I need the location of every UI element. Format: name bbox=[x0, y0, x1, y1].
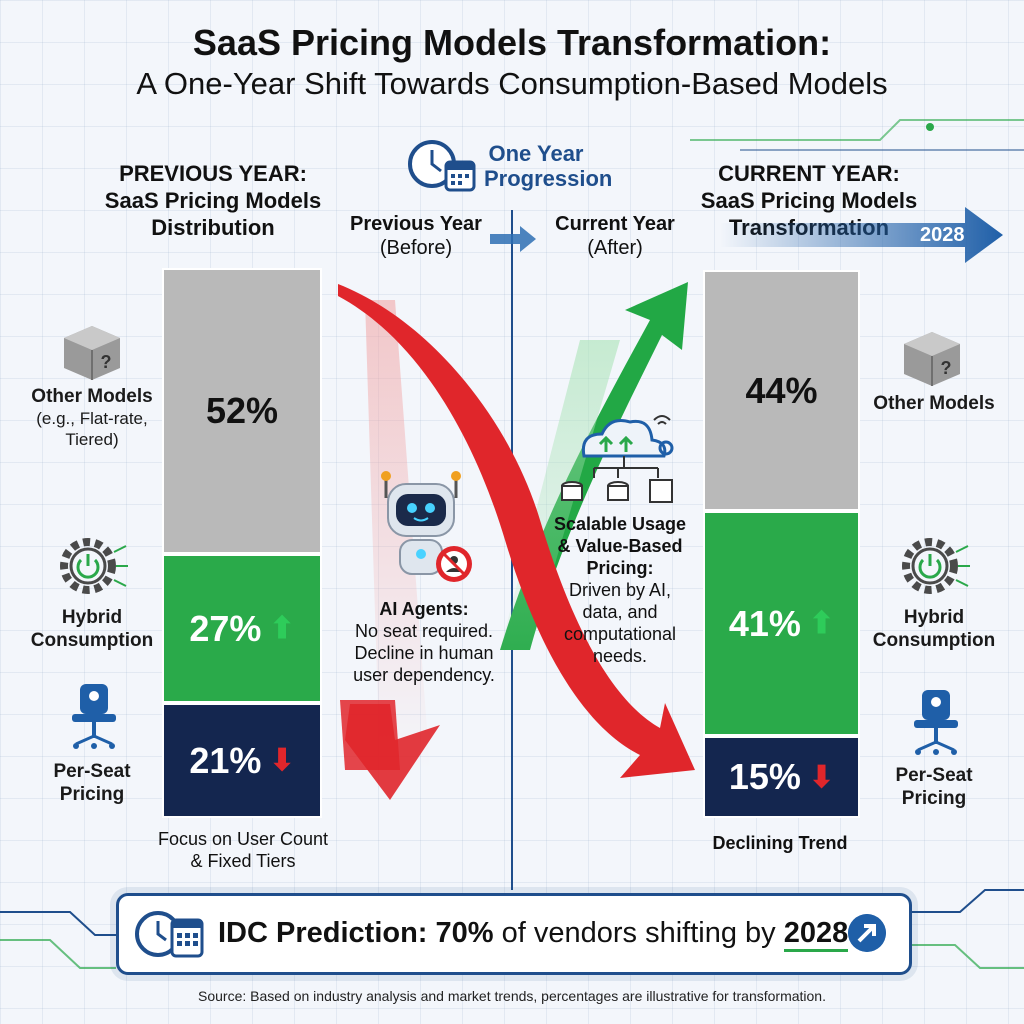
other-cur-label: Other Models bbox=[873, 393, 995, 414]
current-footer: Declining Trend bbox=[712, 833, 848, 853]
previous-col-label-main: Previous Year bbox=[350, 213, 482, 235]
previous-col-label: Previous Year (Before) bbox=[340, 212, 492, 260]
source-note: Source: Based on industry analysis and m… bbox=[198, 988, 826, 1004]
bar-value-label: 21% bbox=[189, 739, 262, 781]
bar-value-label: 15% bbox=[728, 756, 801, 797]
trend-down-icon: ⬇ bbox=[808, 760, 835, 794]
year-arrow-badge bbox=[720, 207, 1003, 263]
scalable-line-1: Driven by AI, bbox=[568, 580, 672, 600]
other-prev-label: Other Models (e.g., Flat-rate, Tiered) bbox=[16, 385, 168, 450]
seat-prev-line-1: Per-Seat bbox=[53, 761, 131, 782]
banner-text: IDC Prediction: 70% of vendors shifting … bbox=[218, 917, 849, 952]
previous-heading-line-1: PREVIOUS YEAR: bbox=[119, 161, 307, 186]
previous-col-label-sub: (Before) bbox=[379, 237, 453, 259]
banner-value: 70% bbox=[435, 917, 494, 949]
banner-body: of vendors shifting by bbox=[501, 917, 776, 949]
seat-cur-label: Per-Seat Pricing bbox=[862, 764, 1006, 810]
progress-arrow-icon bbox=[490, 226, 536, 252]
power-gear-icon bbox=[902, 538, 970, 594]
page-subtitle: A One-Year Shift Towards Consumption-Bas… bbox=[136, 66, 888, 101]
hybrid-cur-line-1: Hybrid bbox=[903, 607, 965, 628]
trend-up-icon: ⬆ bbox=[808, 607, 835, 640]
ai-note-line-2: Decline in human bbox=[354, 643, 494, 663]
ai-note-title: AI Agents: bbox=[379, 599, 469, 619]
seat-cur-line-2: Pricing bbox=[901, 788, 967, 809]
hybrid-prev-line-2: Consumption bbox=[30, 630, 154, 651]
seat-cur-line-1: Per-Seat bbox=[895, 765, 973, 786]
current-col-label-sub: (After) bbox=[587, 237, 643, 259]
office-chair-icon bbox=[72, 684, 116, 749]
cloud-data-icon bbox=[561, 415, 674, 503]
hybrid-prev-line-1: Hybrid bbox=[61, 607, 123, 628]
previous-footer-line-2: & Fixed Tiers bbox=[190, 851, 296, 871]
clock-calendar-icon bbox=[135, 911, 204, 958]
power-gear-icon bbox=[60, 538, 128, 594]
bar-segment-per-seat-pricing: 21% ⬇ bbox=[162, 703, 322, 818]
bar-segment-hybrid-consumption: 27% ⬆ bbox=[162, 554, 322, 703]
other-prev-label-sub-2: Tiered) bbox=[65, 430, 119, 449]
seat-prev-label: Per-Seat Pricing bbox=[16, 760, 168, 806]
box-question-icon: ? bbox=[64, 326, 120, 380]
page-title: SaaS Pricing Models Transformation: bbox=[192, 22, 832, 63]
previous-footer-line-1: Focus on User Count bbox=[157, 829, 329, 849]
banner-label: IDC Prediction: bbox=[218, 917, 428, 949]
current-col-label-main: Current Year bbox=[555, 213, 675, 235]
idc-prediction-banner bbox=[116, 893, 912, 975]
current-heading-line-1: CURRENT YEAR: bbox=[718, 161, 900, 186]
bar-segment-hybrid-consumption: 41% ⬆ bbox=[703, 511, 860, 736]
previous-footer: Focus on User Count & Fixed Tiers bbox=[130, 828, 356, 872]
other-prev-label-sub-1: (e.g., Flat-rate, bbox=[36, 409, 148, 428]
ai-agents-note: AI Agents: No seat required. Decline in … bbox=[336, 598, 512, 686]
box-question-icon: ? bbox=[904, 332, 960, 386]
ai-note-line-1: No seat required. bbox=[354, 621, 494, 641]
red-down-arrow-large bbox=[338, 284, 695, 778]
bar-value-label: 41% bbox=[728, 602, 801, 644]
bar-value-label: 52% bbox=[205, 390, 279, 431]
bar-segment-other-models: 44% bbox=[703, 270, 860, 511]
hybrid-cur-line-2: Consumption bbox=[872, 630, 996, 651]
banner-year: 2028 bbox=[783, 917, 849, 952]
year-badge-text: 2028 bbox=[920, 224, 965, 246]
office-chair-icon bbox=[914, 690, 958, 755]
bar-value-label: 44% bbox=[745, 369, 818, 411]
scalable-note: Scalable Usage & Value-Based Pricing: Dr… bbox=[540, 513, 700, 667]
other-prev-label-title: Other Models bbox=[31, 386, 153, 407]
clock-calendar-icon bbox=[408, 140, 476, 192]
previous-heading-line-3: Distribution bbox=[151, 215, 275, 240]
scalable-line-2: data, and bbox=[582, 602, 658, 622]
current-heading-line-2: SaaS Pricing Models bbox=[700, 188, 918, 213]
ai-note-line-3: user dependency. bbox=[353, 665, 495, 685]
seat-prev-line-2: Pricing bbox=[59, 784, 125, 805]
scalable-line-3: computational bbox=[563, 624, 677, 644]
scalable-title-3: Pricing: bbox=[586, 558, 654, 578]
trend-arrow-icon bbox=[848, 914, 886, 952]
bar-value-label: 27% bbox=[189, 607, 262, 649]
previous-year-bar: 52% 27% ⬆ 21% ⬇ bbox=[162, 268, 322, 818]
svg-text:?: ? bbox=[101, 352, 112, 372]
scalable-line-4: needs. bbox=[592, 646, 648, 666]
trend-up-icon: ⬆ bbox=[269, 612, 295, 645]
trend-down-icon: ⬇ bbox=[269, 744, 295, 777]
bar-segment-per-seat-pricing: 15% ⬇ bbox=[703, 736, 860, 818]
scalable-title-2: & Value-Based bbox=[557, 536, 683, 556]
current-col-label: Current Year (After) bbox=[540, 212, 690, 260]
bar-segment-other-models: 52% bbox=[162, 268, 322, 554]
robot-icon bbox=[381, 471, 472, 582]
hybrid-cur-label: Hybrid Consumption bbox=[862, 606, 1006, 652]
progression-line-1: One Year bbox=[488, 141, 584, 166]
previous-heading-line-2: SaaS Pricing Models bbox=[104, 188, 322, 213]
current-year-bar: 44% 41% ⬆ 15% ⬇ bbox=[703, 270, 860, 818]
svg-text:?: ? bbox=[941, 358, 952, 378]
scalable-title-1: Scalable Usage bbox=[553, 514, 687, 534]
hybrid-prev-label: Hybrid Consumption bbox=[16, 606, 168, 652]
previous-heading: PREVIOUS YEAR: SaaS Pricing Models Distr… bbox=[88, 160, 338, 241]
